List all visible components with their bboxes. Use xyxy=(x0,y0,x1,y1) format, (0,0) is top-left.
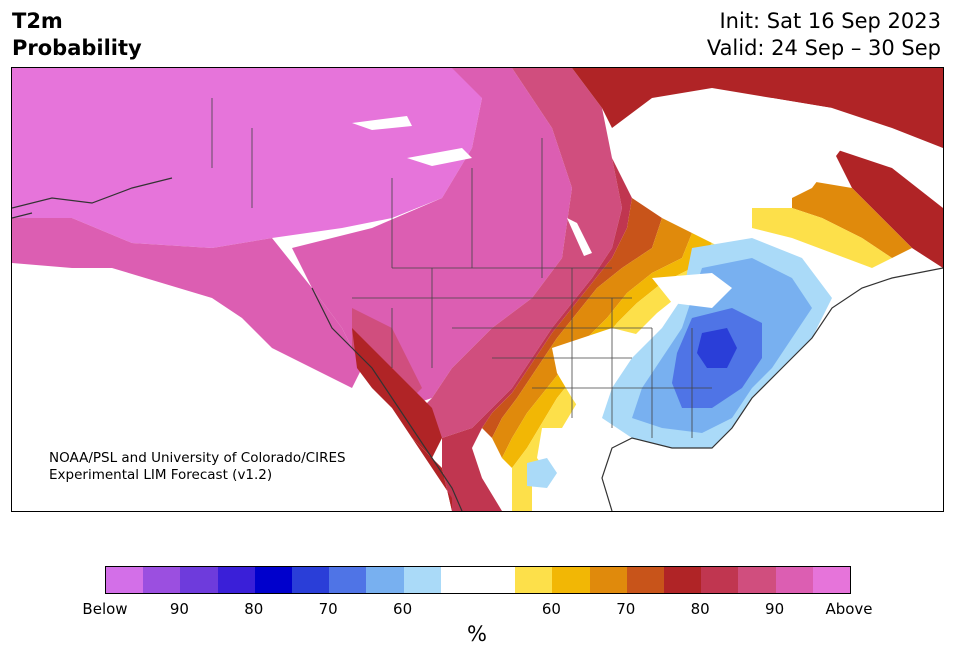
colorbar-segment xyxy=(478,567,516,593)
region-above-90 xyxy=(12,68,482,248)
forecast-map xyxy=(11,67,944,512)
region-ne-canada xyxy=(832,148,943,268)
colorbar-segment xyxy=(701,567,739,593)
title-type: Probability xyxy=(12,36,142,60)
title-variable: T2m xyxy=(12,9,63,33)
map-canvas xyxy=(12,68,943,511)
colorbar-segment xyxy=(143,567,181,593)
colorbar-tick-label: 90 xyxy=(765,600,785,618)
map-title: T2m Probability xyxy=(12,8,142,62)
valid-range: Valid: 24 Sep – 30 Sep xyxy=(706,36,941,60)
region-above-red-west xyxy=(352,328,442,458)
colorbar-segment xyxy=(217,567,255,593)
region-below-core xyxy=(697,328,737,368)
colorbar-segment xyxy=(440,567,479,593)
colorbar-segment xyxy=(775,567,813,593)
colorbar-tick-label: 60 xyxy=(393,600,413,618)
colorbar-segment xyxy=(329,567,367,593)
region-neutral-central xyxy=(552,328,652,428)
region-neutral-hudson xyxy=(692,98,842,208)
colorbar-segment xyxy=(738,567,776,593)
colorbar-segment xyxy=(664,567,702,593)
colorbar-segment xyxy=(180,567,218,593)
colorbar-segment xyxy=(552,567,590,593)
colorbar-segment xyxy=(254,567,293,593)
colorbar-segment xyxy=(106,567,144,593)
colorbar-tick-label: Above xyxy=(825,600,873,618)
region-ne-canada-yellow xyxy=(752,208,892,268)
region-above-red xyxy=(572,68,943,148)
colorbar-segment xyxy=(812,567,851,593)
colorbar-tick-label: Below xyxy=(82,600,128,618)
credit-line1: NOAA/PSL and University of Colorado/CIRE… xyxy=(49,450,346,466)
region-mexico-cool xyxy=(527,458,557,488)
date-info: Init: Sat 16 Sep 2023 Valid: 24 Sep – 30… xyxy=(707,8,941,62)
colorbar-tick-label: 80 xyxy=(244,600,264,618)
colorbar-unit: % xyxy=(467,622,487,646)
colorbar-segment xyxy=(515,567,553,593)
region-ne-canada-orange xyxy=(792,178,912,258)
colorbar-segment xyxy=(403,567,441,593)
colorbar-tick-label: 70 xyxy=(318,600,338,618)
colorbar-tick-label: 80 xyxy=(690,600,710,618)
colorbar-segment xyxy=(292,567,330,593)
colorbar-segment xyxy=(589,567,627,593)
colorbar-segment xyxy=(626,567,665,593)
colorbar-tick-label: 60 xyxy=(541,600,561,618)
region-above-amber xyxy=(492,218,692,458)
region-above-80b xyxy=(12,218,362,388)
region-neutral-south xyxy=(537,428,612,498)
colorbar-tick-label: 70 xyxy=(616,600,636,618)
colorbar-tick-label: 90 xyxy=(169,600,189,618)
credit-text: NOAA/PSL and University of Colorado/CIRE… xyxy=(49,450,346,484)
lake-great-bear xyxy=(352,116,412,130)
lake-winnipeg xyxy=(567,218,592,256)
region-above-70 xyxy=(412,68,622,438)
lake-great-slave xyxy=(407,148,472,166)
colorbar xyxy=(105,566,851,594)
region-above-red-central xyxy=(442,158,632,511)
state-borders xyxy=(211,98,712,438)
colorbar-segment xyxy=(366,567,404,593)
credit-line2: Experimental LIM Forecast (v1.2) xyxy=(49,467,273,483)
coastline xyxy=(12,177,943,511)
great-lakes xyxy=(652,273,732,308)
init-date: Init: Sat 16 Sep 2023 xyxy=(719,9,941,33)
